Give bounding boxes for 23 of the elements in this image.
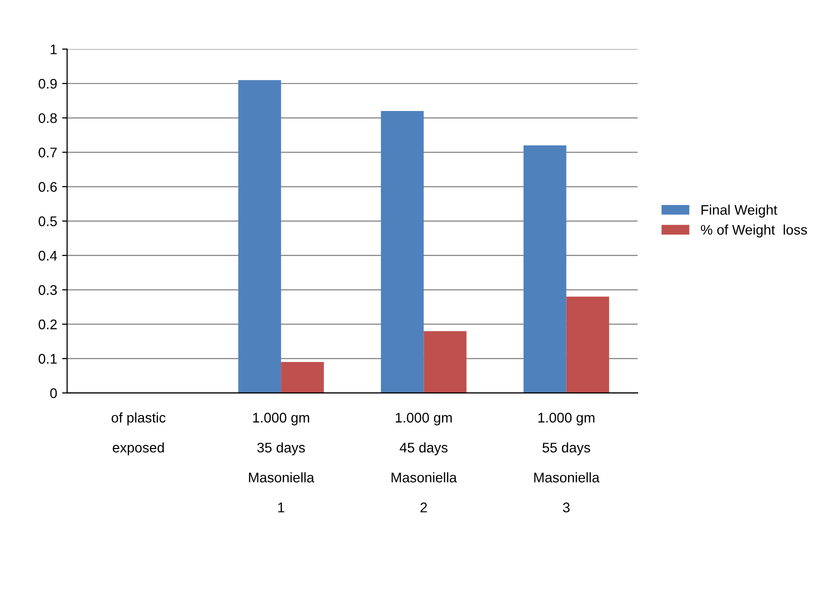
- category-label: 1.000 gm 45 days Masoniella 2: [392, 412, 457, 512]
- y-tick-label: 0.3: [38, 285, 57, 295]
- bar: [524, 145, 566, 393]
- bar: [380, 111, 424, 393]
- y-tick-label: 0.4: [38, 250, 57, 261]
- legend-label: % of Weight loss: [700, 224, 807, 238]
- y-tick-label: 0.1: [38, 354, 57, 364]
- y-tick-label: 0.5: [38, 216, 57, 226]
- y-tick-label: 0.9: [38, 78, 57, 89]
- bar: [566, 296, 610, 393]
- y-tick-label: 0.6: [38, 182, 57, 192]
- category-label: 1.000 gm 55 days Masoniella 3: [534, 412, 600, 512]
- y-tick-label: 0.7: [38, 148, 57, 158]
- legend-label: Final Weight: [702, 204, 778, 218]
- y-tick-label: 0.2: [38, 320, 57, 330]
- bar: [281, 362, 324, 393]
- bar: [424, 331, 466, 393]
- y-tick-label: 1: [50, 44, 57, 54]
- y-tick-label: 0.8: [38, 113, 57, 124]
- bar: [238, 80, 282, 393]
- y-tick-label: 0: [50, 388, 57, 398]
- category-label: 1.000 gm 35 days Masoniella 1: [249, 412, 314, 512]
- category-label: of plastic exposed: [112, 412, 166, 456]
